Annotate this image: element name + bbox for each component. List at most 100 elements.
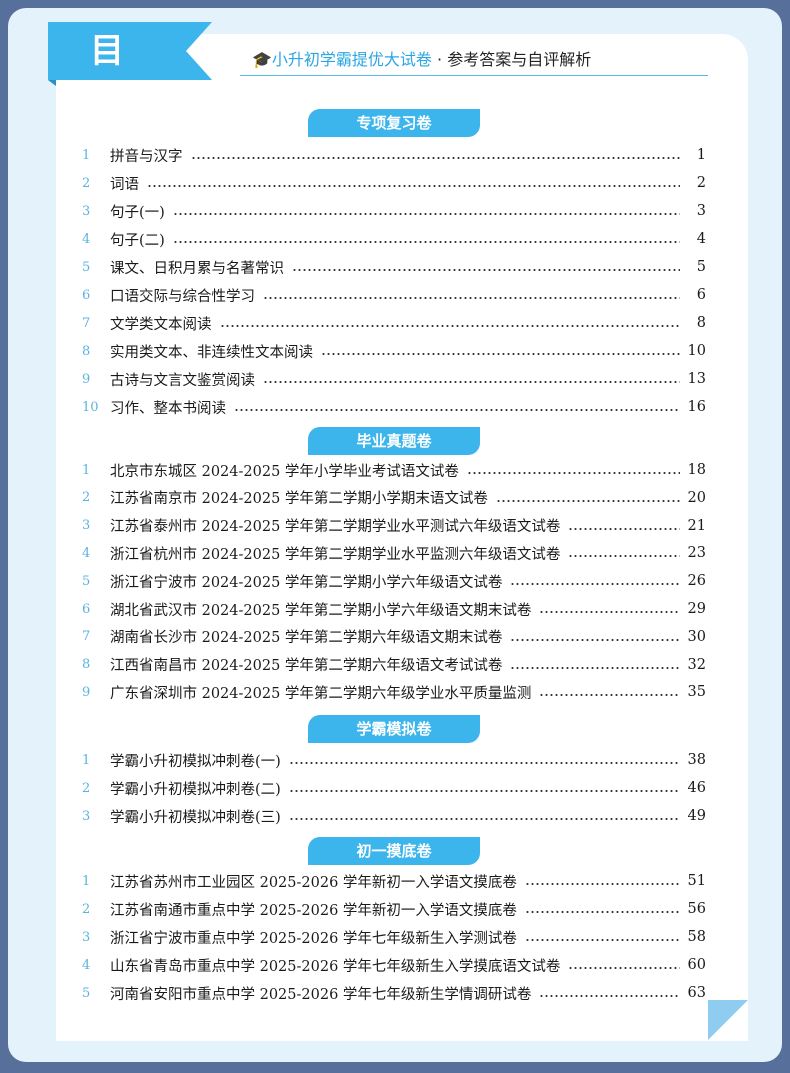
dot-leader <box>568 541 680 566</box>
entry-page: 10 <box>687 343 706 359</box>
toc-entry[interactable]: 2 词语 2 <box>82 171 706 195</box>
toc-entry[interactable]: 10 习作、整本书阅读 16 <box>82 395 706 419</box>
dot-leader <box>524 897 680 921</box>
entry-page: 49 <box>687 808 706 824</box>
toc-entry[interactable]: 8 实用类文本、非连续性文本阅读 10 <box>82 339 706 363</box>
toc-entry[interactable]: 6 口语交际与综合性学习 6 <box>82 283 706 307</box>
toc-entry[interactable]: 9 古诗与文言文鉴赏阅读 13 <box>82 367 706 391</box>
dot-leader <box>495 485 680 510</box>
entry-number: 4 <box>82 231 91 247</box>
toc-entry[interactable]: 7 文学类文本阅读 8 <box>82 311 706 335</box>
toc-entry[interactable]: 2 江苏省南通市重点中学 2025-2026 学年新初一入学语文摸底卷 56 <box>82 897 706 921</box>
toc-entry[interactable]: 5 课文、日积月累与名著常识 5 <box>82 255 706 279</box>
entry-title: 句子(一) <box>110 204 165 221</box>
entry-title: 拼音与汉字 <box>110 148 183 165</box>
toc-entry[interactable]: 8 江西省南昌市 2024-2025 学年第二学期六年级语文考试试卷 32 <box>82 652 706 677</box>
entry-title: 广东省深圳市 2024-2025 学年第二学期六年级学业水平质量监测 <box>110 685 532 702</box>
entry-number: 2 <box>82 780 91 796</box>
toc-entry[interactable]: 3 江苏省泰州市 2024-2025 学年第二学期学业水平测试六年级语文试卷 21 <box>82 513 706 538</box>
banner-fold <box>48 80 56 86</box>
entry-title: 文学类文本阅读 <box>110 316 212 333</box>
toc-entry[interactable]: 9 广东省深圳市 2024-2025 学年第二学期六年级学业水平质量监测 35 <box>82 680 706 705</box>
toc-entry[interactable]: 4 浙江省杭州市 2024-2025 学年第二学期学业水平监测六年级语文试卷 23 <box>82 541 706 566</box>
entry-page: 35 <box>687 684 706 701</box>
section-header: 毕业真题卷 <box>308 427 480 455</box>
entry-page: 4 <box>696 231 706 247</box>
entry-page: 13 <box>687 371 706 387</box>
entry-number: 8 <box>82 343 91 359</box>
dot-leader <box>539 981 680 1005</box>
entry-number: 1 <box>82 462 91 478</box>
toc-entry[interactable]: 1 北京市东城区 2024-2025 学年小学毕业考试语文试卷 18 <box>82 458 706 482</box>
toc-entry[interactable]: 5 浙江省宁波市 2024-2025 学年第二学期小学六年级语文试卷 26 <box>82 569 706 594</box>
entry-page: 29 <box>687 601 706 617</box>
entry-number: 1 <box>82 752 91 768</box>
entry-page: 18 <box>687 462 706 478</box>
dot-leader <box>288 748 680 772</box>
toc-entry[interactable]: 4 句子(二) 4 <box>82 227 706 251</box>
toc-entry[interactable]: 5 河南省安阳市重点中学 2025-2026 学年七年级新生学情调研试卷 63 <box>82 981 706 1005</box>
entry-number: 3 <box>82 929 91 945</box>
subtitle-rest: 参考答案与自评解析 <box>447 50 592 69</box>
entry-title: 湖北省武汉市 2024-2025 学年第二学期小学六年级语文期末试卷 <box>110 602 532 619</box>
toc-entry[interactable]: 1 学霸小升初模拟冲刺卷(一) 38 <box>82 748 706 772</box>
entry-title: 北京市东城区 2024-2025 学年小学毕业考试语文试卷 <box>110 463 459 480</box>
subtitle-brand: 小升初学霸提优大试卷 <box>271 50 432 69</box>
entry-number: 9 <box>82 371 91 387</box>
entry-page: 8 <box>696 315 706 331</box>
toc-entry[interactable]: 1 江苏省苏州市工业园区 2025-2026 学年新初一入学语文摸底卷 51 <box>82 869 706 893</box>
dot-leader <box>321 339 680 363</box>
entry-title: 句子(二) <box>110 232 165 249</box>
dot-leader <box>524 925 680 949</box>
entry-number: 1 <box>82 873 91 889</box>
entry-title: 山东省青岛市重点中学 2025-2026 学年七年级新生入学摸底语文试卷 <box>110 958 561 975</box>
entry-number: 8 <box>82 657 91 673</box>
entry-number: 10 <box>82 399 99 415</box>
dot-leader <box>172 227 680 251</box>
section-header: 初一摸底卷 <box>308 837 480 865</box>
subtitle: 🎓小升初学霸提优大试卷 · 参考答案与自评解析 <box>252 46 591 70</box>
dot-leader <box>190 143 680 167</box>
entry-title: 学霸小升初模拟冲刺卷(三) <box>110 809 281 826</box>
entry-title: 习作、整本书阅读 <box>110 400 226 417</box>
entry-title: 学霸小升初模拟冲刺卷(一) <box>110 753 281 770</box>
toc-entry[interactable]: 4 山东省青岛市重点中学 2025-2026 学年七年级新生入学摸底语文试卷 60 <box>82 953 706 977</box>
dot-leader <box>219 311 680 335</box>
dot-leader <box>524 869 680 893</box>
entry-title: 江苏省泰州市 2024-2025 学年第二学期学业水平测试六年级语文试卷 <box>110 519 561 536</box>
subtitle-sep: · <box>437 50 443 69</box>
entry-number: 4 <box>82 545 91 561</box>
toc-entry[interactable]: 3 浙江省宁波市重点中学 2025-2026 学年七年级新生入学测试卷 58 <box>82 925 706 949</box>
toc-entry[interactable]: 2 江苏省南京市 2024-2025 学年第二学期小学期末语文试卷 20 <box>82 485 706 510</box>
toc-entry[interactable]: 1 拼音与汉字 1 <box>82 143 706 167</box>
entry-page: 2 <box>696 175 706 191</box>
dot-leader <box>466 458 680 482</box>
entry-title: 词语 <box>110 176 139 193</box>
dot-leader <box>539 680 680 705</box>
entry-title: 浙江省宁波市重点中学 2025-2026 学年七年级新生入学测试卷 <box>110 930 517 947</box>
toc-entry[interactable]: 6 湖北省武汉市 2024-2025 学年第二学期小学六年级语文期末试卷 29 <box>82 597 706 621</box>
entry-title: 浙江省杭州市 2024-2025 学年第二学期学业水平监测六年级语文试卷 <box>110 546 561 563</box>
dot-leader <box>288 804 680 828</box>
entry-title: 浙江省宁波市 2024-2025 学年第二学期小学六年级语文试卷 <box>110 574 503 591</box>
toc-entry[interactable]: 3 学霸小升初模拟冲刺卷(三) 49 <box>82 804 706 828</box>
entry-number: 2 <box>82 901 91 917</box>
entry-number: 7 <box>82 315 91 331</box>
toc-entry[interactable]: 2 学霸小升初模拟冲刺卷(二) 46 <box>82 776 706 800</box>
graduation-cap-icon: 🎓 <box>252 50 272 69</box>
dot-leader <box>568 513 680 538</box>
entry-number: 2 <box>82 175 91 191</box>
dot-leader <box>510 569 680 594</box>
entry-title: 古诗与文言文鉴赏阅读 <box>110 372 255 389</box>
toc-entry[interactable]: 7 湖南省长沙市 2024-2025 学年第二学期六年级语文期末试卷 30 <box>82 624 706 649</box>
entry-page: 21 <box>687 517 706 534</box>
entry-page: 32 <box>687 656 706 673</box>
entry-page: 30 <box>687 628 706 645</box>
entry-number: 4 <box>82 957 91 973</box>
dot-leader <box>510 624 680 649</box>
entry-number: 3 <box>82 808 91 824</box>
entry-page: 60 <box>687 957 706 973</box>
entry-title: 江苏省苏州市工业园区 2025-2026 学年新初一入学语文摸底卷 <box>110 874 517 891</box>
toc-entry[interactable]: 3 句子(一) 3 <box>82 199 706 223</box>
entry-title: 江苏省南京市 2024-2025 学年第二学期小学期末语文试卷 <box>110 491 488 508</box>
